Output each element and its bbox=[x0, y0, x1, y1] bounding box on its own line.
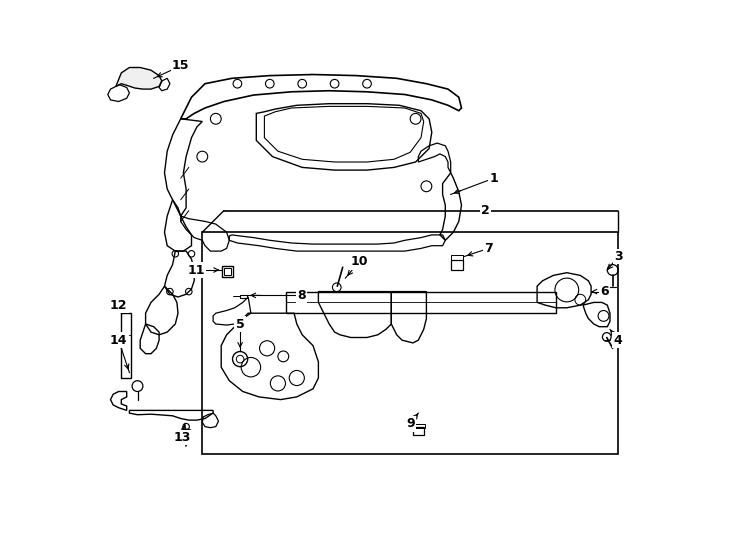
Text: 12: 12 bbox=[110, 299, 128, 312]
Text: 9: 9 bbox=[406, 417, 415, 430]
Bar bbox=[121, 313, 131, 378]
Text: 4: 4 bbox=[614, 334, 622, 347]
Bar bbox=[240, 295, 247, 298]
Text: 5: 5 bbox=[236, 318, 244, 330]
Bar bbox=[411, 424, 425, 428]
Bar bbox=[451, 255, 462, 260]
Text: 1: 1 bbox=[490, 172, 498, 185]
Text: 8: 8 bbox=[297, 289, 305, 302]
Bar bbox=[451, 260, 462, 270]
Bar bbox=[413, 427, 424, 435]
Text: 11: 11 bbox=[187, 264, 205, 276]
Text: 2: 2 bbox=[482, 204, 490, 217]
Text: 13: 13 bbox=[174, 431, 191, 444]
Text: 14: 14 bbox=[110, 334, 128, 347]
Bar bbox=[222, 266, 233, 277]
Text: 15: 15 bbox=[172, 59, 189, 72]
Text: 6: 6 bbox=[600, 285, 609, 298]
Bar bbox=[224, 268, 231, 275]
Bar bbox=[203, 232, 618, 454]
Polygon shape bbox=[116, 68, 161, 89]
Text: 3: 3 bbox=[614, 250, 622, 263]
Text: 10: 10 bbox=[350, 255, 368, 268]
Text: 7: 7 bbox=[484, 242, 493, 255]
